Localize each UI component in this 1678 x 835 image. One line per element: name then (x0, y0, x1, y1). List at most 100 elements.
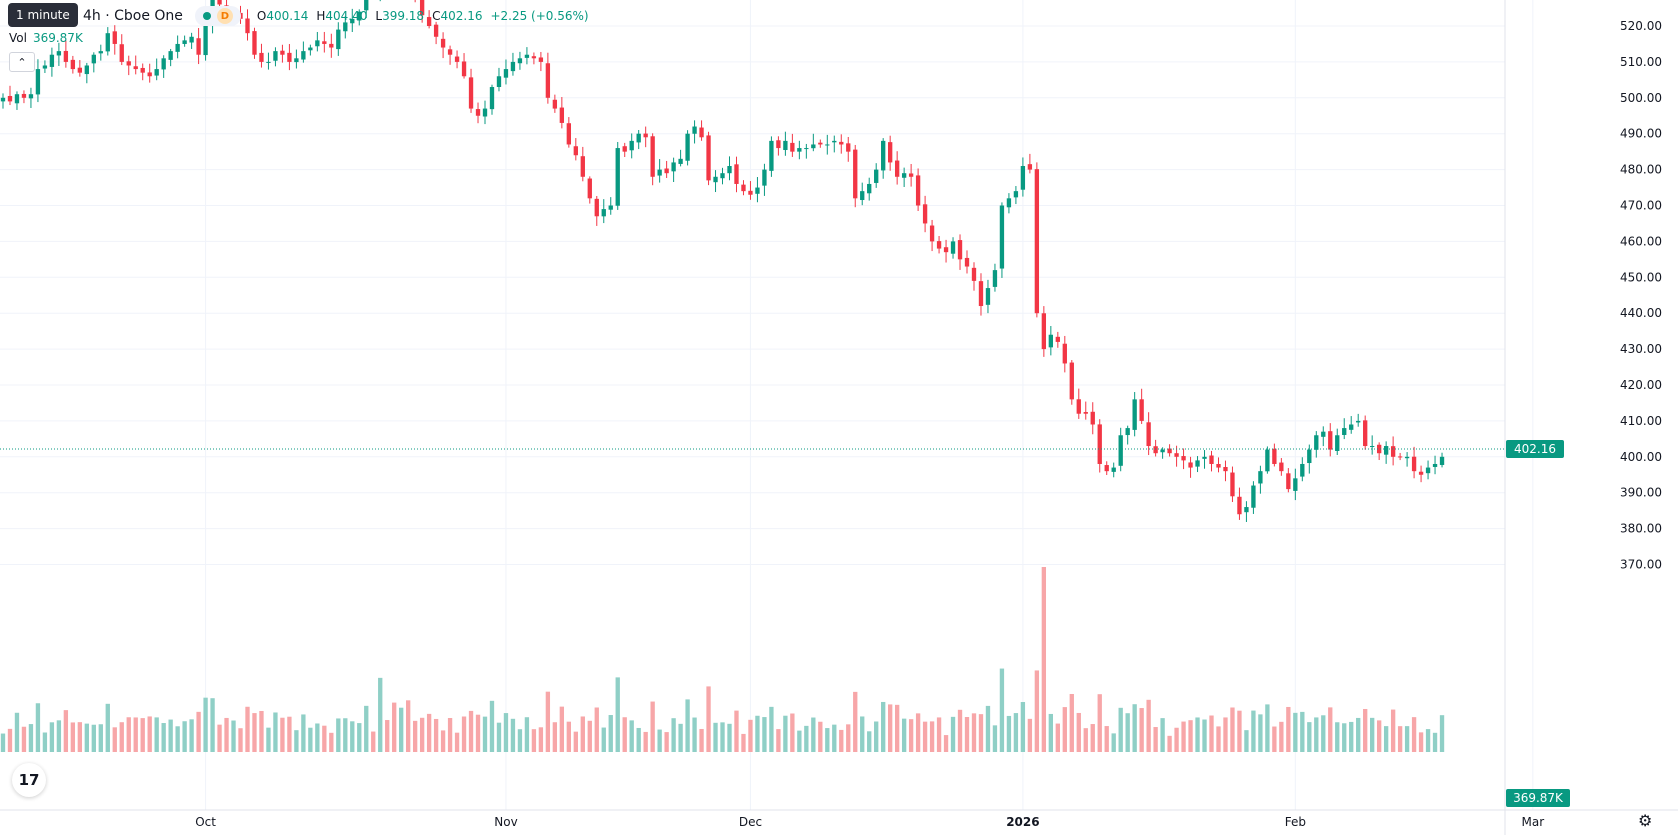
candle-body (713, 176, 718, 183)
candle-body (1244, 507, 1249, 513)
volume-bar (1286, 706, 1291, 752)
volume-bar (538, 727, 544, 752)
volume-bar (860, 716, 865, 752)
collapse-legend-button[interactable]: ⌃ (9, 52, 35, 72)
volume-bar (28, 724, 34, 752)
time-tick-label: 2026 (1006, 815, 1039, 829)
candle-body (1349, 424, 1354, 430)
candle-body (908, 173, 914, 177)
volume-bar (322, 725, 327, 752)
volume-bar (685, 699, 690, 752)
volume-bar (273, 712, 278, 752)
volume-bar (992, 725, 998, 752)
candle-body (1286, 473, 1291, 490)
delayed-badge: D (216, 8, 233, 24)
volume-bar (1411, 717, 1417, 752)
price-tick-label: 510.00 (1620, 55, 1662, 69)
candle-body (119, 44, 124, 62)
volume-bar (203, 697, 208, 752)
volume-bar (671, 718, 676, 752)
candle-body (447, 49, 453, 55)
chevron-up-icon: ⌃ (17, 55, 27, 69)
candle-body (1335, 435, 1340, 451)
candle-body (1432, 463, 1438, 467)
volume-bar (1034, 670, 1040, 752)
volume-bar (238, 728, 243, 752)
volume-bar (601, 727, 606, 752)
candle-body (594, 198, 599, 217)
candle-body (1383, 446, 1389, 455)
price-tick-label: 500.00 (1620, 91, 1662, 105)
volume-bar (1223, 717, 1228, 752)
candle-body (350, 18, 355, 24)
candle-body (678, 158, 683, 164)
volume-bar (1006, 715, 1012, 752)
candle-body (1251, 485, 1256, 508)
candle-body (804, 148, 809, 150)
candle-body (755, 187, 760, 194)
tradingview-logo-icon[interactable]: 17 (12, 763, 46, 797)
status-badges[interactable]: D (194, 6, 241, 26)
gear-icon[interactable]: ⚙ (1638, 811, 1653, 830)
volume-bar (1139, 708, 1144, 752)
candle-body (1258, 471, 1263, 484)
volume-bar (350, 721, 355, 752)
volume-bar (1237, 710, 1242, 752)
candle-body (280, 50, 285, 55)
candle-body (203, 26, 208, 56)
candle-body (1216, 463, 1221, 468)
candle-body (825, 144, 830, 146)
candle-body (1034, 169, 1040, 314)
candle-body (112, 31, 117, 44)
volume-bar (210, 698, 215, 752)
candle-body (196, 38, 201, 55)
volume-bar (825, 728, 830, 752)
candle-body (874, 169, 879, 183)
candle-body (301, 51, 306, 60)
candle-body (608, 205, 613, 210)
candle-body (1202, 456, 1207, 459)
volume-bar (252, 713, 257, 752)
volume-bar (1160, 718, 1165, 752)
candle-body (748, 190, 753, 195)
volume-legend[interactable]: Vol 369.87K (9, 31, 83, 45)
volume-bar (189, 719, 194, 752)
price-tick-label: 420.00 (1620, 378, 1662, 392)
volume-bar (440, 730, 446, 752)
ohlc-high: H404.40 (316, 9, 368, 23)
volume-bar (1132, 704, 1137, 752)
volume-value: 369.87K (32, 31, 83, 45)
candle-body (0, 97, 6, 102)
candle-body (1104, 465, 1109, 472)
candle-body (1167, 448, 1172, 454)
candle-body (364, 0, 369, 11)
candle-body (559, 107, 565, 123)
candle-body (1230, 472, 1235, 497)
candle-body (63, 50, 69, 62)
price-tick-label: 480.00 (1620, 163, 1662, 177)
volume-bar (112, 727, 117, 752)
volume-bar (217, 724, 222, 752)
candle-body (1300, 463, 1305, 477)
volume-bar (1258, 714, 1263, 752)
candle-body (566, 123, 571, 145)
volume-bar (105, 703, 110, 752)
candle-body (1097, 424, 1102, 464)
candle-body (175, 43, 180, 52)
candle-body (580, 156, 585, 177)
volume-bar (762, 717, 767, 752)
volume-bar (98, 724, 103, 752)
candle-body (552, 99, 558, 109)
volume-bar (1376, 720, 1382, 752)
candle-body (84, 65, 89, 75)
candle-body (832, 140, 837, 143)
candlesticks (0, 0, 1445, 522)
volume-bar (1048, 713, 1054, 752)
volume-bar (1111, 733, 1116, 752)
candle-body (77, 67, 83, 73)
volume-bar (573, 731, 578, 752)
volume-bar (1041, 567, 1047, 752)
volume-bar (399, 707, 404, 752)
volume-bar (985, 705, 991, 752)
